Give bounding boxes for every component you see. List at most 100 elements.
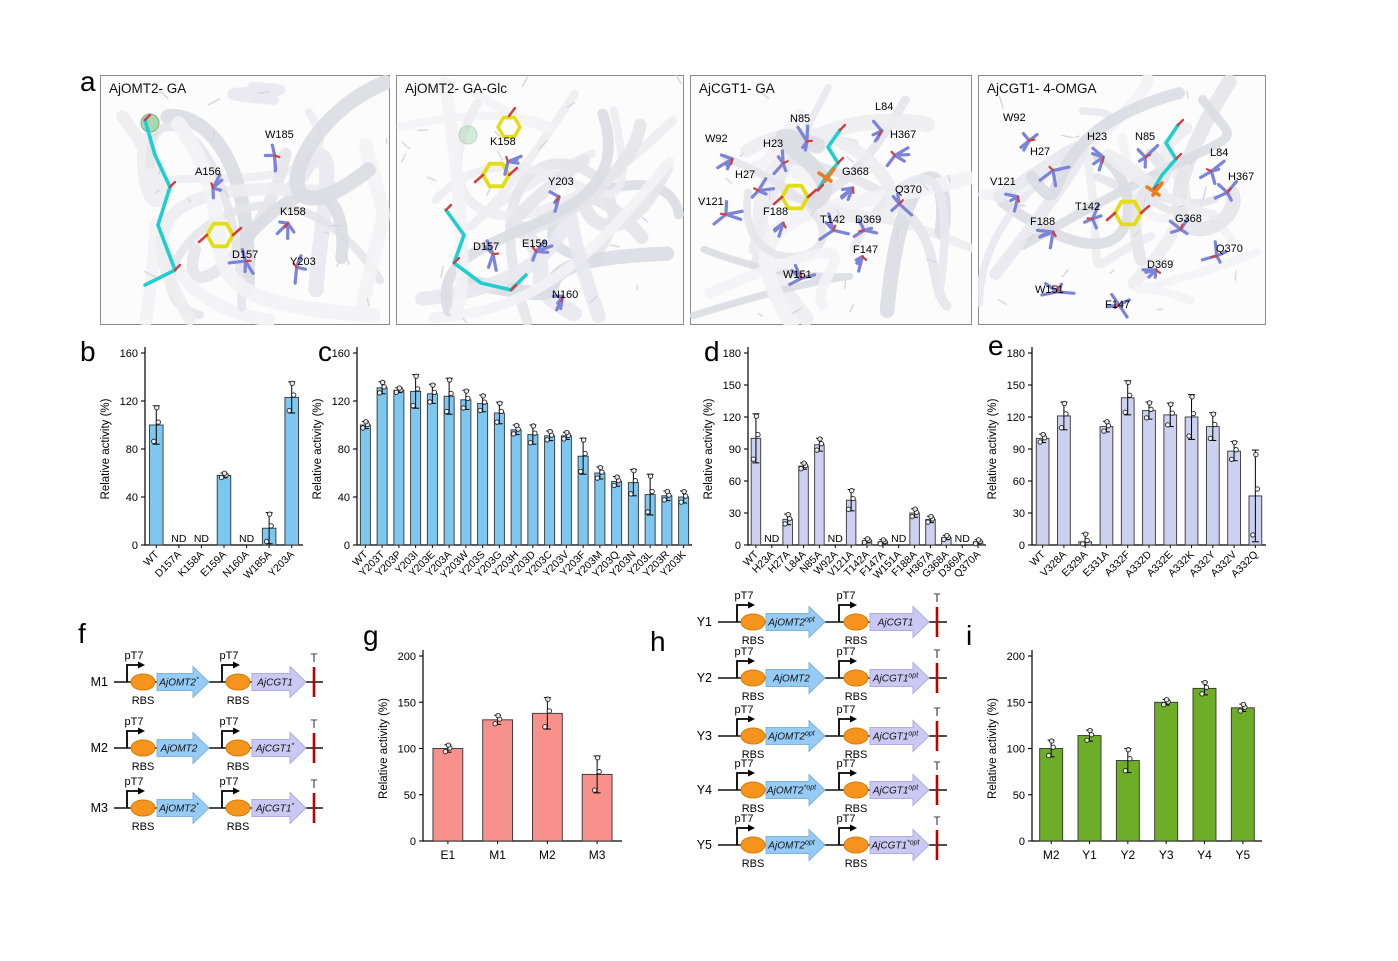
bar: [216, 474, 232, 546]
x-tick-label: M1: [489, 848, 506, 862]
data-point: [801, 460, 807, 466]
data-point: [510, 431, 517, 437]
panel-letter-b: b: [80, 336, 96, 367]
y-tick-label: 120: [723, 412, 741, 424]
rbs-oval: [225, 799, 251, 817]
bar: [482, 719, 514, 842]
gene-arrow: [869, 605, 930, 639]
background-stick: [462, 317, 468, 324]
data-point: [611, 482, 617, 489]
y-tick-label: 90: [1013, 444, 1025, 456]
data-point: [286, 408, 292, 414]
data-point: [542, 724, 548, 730]
oxygen-stick: [1151, 183, 1160, 192]
residue-label: V121: [990, 176, 1016, 188]
data-point: [628, 491, 634, 497]
background-stick: [700, 197, 708, 206]
background-stick: [1168, 258, 1175, 269]
nd-label: ND: [955, 533, 971, 545]
residue-stick: [1215, 250, 1228, 258]
data-point: [599, 469, 605, 475]
bar: [1227, 450, 1241, 546]
data-point: [545, 696, 551, 702]
data-point: [798, 466, 804, 472]
residue-label: H23: [1087, 131, 1107, 143]
bar: [1057, 415, 1071, 546]
rbs-label: RBS: [742, 691, 765, 703]
rbs-label: RBS: [227, 695, 250, 707]
ribbon: [160, 108, 255, 297]
residue-label: Y203: [548, 176, 574, 188]
rbs-label: RBS: [845, 691, 868, 703]
background-stick: [496, 150, 504, 161]
promoter-label: pT7: [735, 646, 754, 658]
rbs-label: RBS: [227, 761, 250, 773]
bar: [1154, 701, 1179, 842]
data-point: [1063, 411, 1069, 417]
data-point: [1061, 400, 1068, 407]
ribbon: [440, 108, 614, 317]
construct-name: M2: [91, 741, 108, 755]
data-point: [1148, 406, 1154, 412]
gene-label: AjCGT1*opt: [870, 840, 920, 852]
oxygen-stick: [283, 222, 289, 229]
data-point: [845, 506, 852, 512]
oxygen-stick: [752, 187, 760, 192]
data-point: [381, 384, 387, 390]
rbs-label: RBS: [132, 695, 155, 707]
residue-stick: [756, 177, 768, 193]
panel-letter-i: i: [966, 620, 973, 651]
structure-panel: W92 H27 H23 N85 L84 V121 H367 T142 F188 G368 Q370 D…: [978, 75, 1266, 325]
oxygen-stick: [168, 180, 177, 189]
panel-letter-f: f: [78, 618, 86, 649]
promoter-arrowhead: [748, 824, 755, 832]
residue-stick: [857, 218, 866, 232]
background-stick: [207, 97, 221, 106]
data-point: [877, 540, 884, 547]
data-point: [1040, 431, 1046, 438]
ribbon: [578, 161, 673, 244]
data-point: [443, 408, 450, 415]
background-stick: [344, 253, 350, 266]
gene-arrow: [869, 661, 930, 695]
ribbon: [1129, 147, 1172, 266]
residue-stick: [1117, 298, 1131, 307]
oxygen-stick: [507, 166, 519, 177]
residue-label: H367: [1228, 171, 1254, 183]
residue-label: V121: [698, 196, 724, 208]
gene-label: AjCGT1opt: [872, 785, 919, 797]
bar: [359, 424, 371, 546]
rbs-oval: [740, 669, 766, 687]
data-point: [1210, 411, 1216, 417]
background-stick: [1060, 134, 1074, 139]
oxygen-stick: [782, 222, 787, 229]
residue-label: F147: [853, 244, 878, 256]
residue-stick: [756, 189, 768, 196]
background-stick: [843, 279, 847, 290]
residue-stick: [1209, 169, 1217, 186]
y-tick-label: 0: [1019, 540, 1025, 552]
background-stick: [401, 141, 411, 150]
residue-stick: [1216, 182, 1229, 195]
panel-letter-e: e: [988, 330, 1004, 361]
background-stick: [212, 131, 216, 141]
oxygen-stick: [890, 150, 897, 157]
promoter-label: pT7: [837, 704, 856, 716]
residue-label: F188: [763, 206, 788, 218]
residue-stick: [273, 153, 277, 173]
residue-stick: [862, 228, 879, 235]
residue-stick: [293, 265, 299, 285]
data-point: [1212, 421, 1218, 428]
oxygen-stick: [858, 229, 866, 233]
background-stick: [521, 76, 529, 88]
terminator-label: T: [933, 593, 940, 605]
y-tick-label: 200: [398, 651, 416, 663]
residue-stick: [1055, 290, 1076, 295]
residue-label: A156: [195, 166, 221, 178]
background-stick: [845, 155, 855, 163]
data-point: [442, 748, 449, 755]
y-tick-label: 50: [404, 790, 416, 802]
